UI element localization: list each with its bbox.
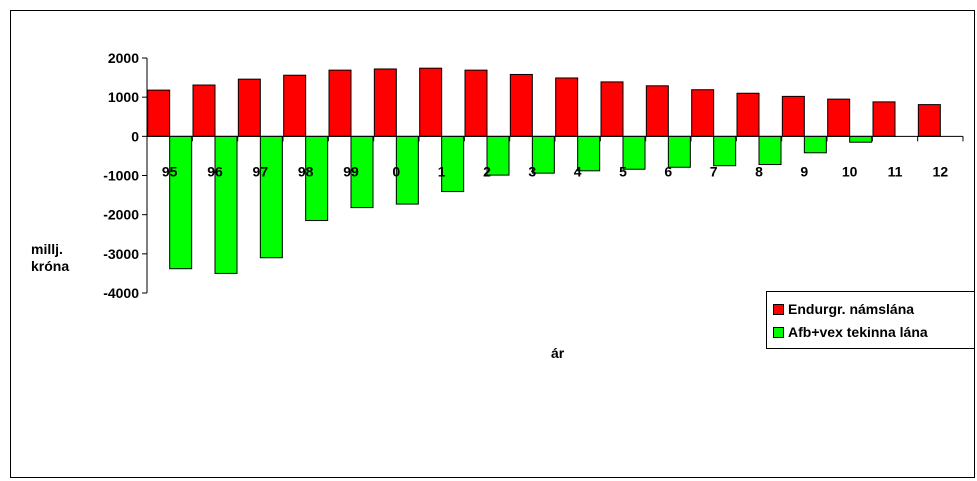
bar-series-2: [713, 135, 737, 167]
bar-series-1: [509, 73, 533, 137]
chart-frame: 2000 1000 0 -1000 -2000 -3000 -4000 95 96 97 98 99 0…: [10, 10, 975, 478]
bar-series-1: [872, 101, 896, 137]
x-tick-label: 9: [800, 163, 808, 179]
bar-series-1: [464, 69, 488, 137]
bar-series-1: [827, 98, 851, 137]
bar-series-1: [283, 74, 307, 137]
y-axis-title: millj. króna: [31, 241, 69, 275]
x-tick-label: 4: [574, 163, 582, 179]
y-tick-label: -4000: [103, 285, 139, 301]
x-tick-label: 10: [842, 163, 858, 179]
legend-item-series-2: Afb+vex tekinna lána: [773, 324, 928, 340]
legend-swatch-series-1: [773, 303, 784, 315]
x-tick-label: 3: [528, 163, 536, 179]
bar-series-2: [849, 135, 873, 143]
x-tick-label: 7: [710, 163, 718, 179]
bar-series-1: [555, 77, 579, 137]
y-tick-label: 2000: [108, 50, 139, 66]
bar-series-1: [691, 89, 715, 137]
y-axis-title-line-1: millj.: [31, 241, 63, 257]
y-tick-label: -2000: [103, 207, 139, 223]
bar-series-2: [803, 135, 827, 154]
y-tick-label: -3000: [103, 246, 139, 262]
x-tick-label: 12: [933, 163, 949, 179]
bar-series-2: [259, 135, 283, 259]
y-tick-label: -1000: [103, 168, 139, 184]
legend-swatch-series-2: [773, 326, 784, 338]
x-tick-label: 0: [392, 163, 400, 179]
x-tick-label: 98: [298, 163, 314, 179]
bar-series-1: [328, 69, 352, 137]
bar-series-1: [147, 89, 171, 137]
x-tick-label: 95: [162, 163, 178, 179]
x-tick-label: 1: [438, 163, 446, 179]
x-tick-label: 2: [483, 163, 491, 179]
x-tick-label: 8: [755, 163, 763, 179]
y-tick-label: 1000: [108, 89, 139, 105]
x-axis-title: ár: [551, 345, 565, 361]
legend-label-series-2: Afb+vex tekinna lána: [788, 324, 928, 340]
bar-series-2: [169, 135, 193, 270]
legend-item-series-1: Endurgr. námslána: [773, 301, 914, 317]
legend-label-series-1: Endurgr. námslána: [788, 301, 915, 317]
bar-series-1: [645, 85, 669, 137]
bar-series-1: [192, 84, 216, 137]
bar-series-1: [917, 104, 941, 137]
x-tick-label: 96: [207, 163, 223, 179]
bar-series-1: [419, 67, 443, 137]
x-tick-label: 6: [664, 163, 672, 179]
bar-series-1: [373, 68, 397, 137]
bar-series-1: [237, 78, 261, 137]
x-tick-label: 5: [619, 163, 627, 179]
y-tick-label: 0: [131, 128, 139, 144]
legend: Endurgr. námslána Afb+vex tekinna lána: [766, 291, 974, 349]
bar-series-1: [736, 92, 760, 137]
bar-series-1: [600, 81, 624, 137]
bar-series-2: [758, 135, 782, 166]
bar-series-2: [214, 135, 238, 274]
y-axis-title-line-2: króna: [31, 258, 70, 274]
bar-series-1: [781, 95, 805, 137]
x-tick-label: 99: [343, 163, 359, 179]
x-tick-label: 11: [888, 163, 903, 179]
x-tick-label: 97: [253, 163, 269, 179]
